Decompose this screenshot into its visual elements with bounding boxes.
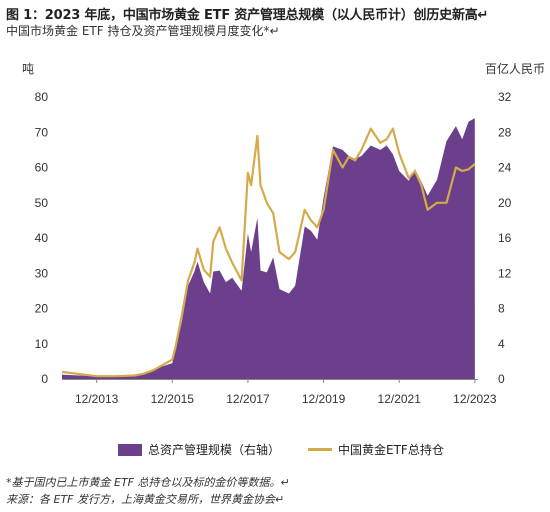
left-tick-label: 60 — [35, 161, 49, 175]
legend-label-holdings: 中国黄金ETF总持仓 — [338, 443, 444, 457]
x-tick-label: 12/2023 — [453, 392, 497, 406]
x-tick-label: 12/2019 — [302, 392, 346, 406]
right-tick-label: 12 — [498, 266, 512, 280]
legend-item-holdings: 中国黄金ETF总持仓 — [308, 441, 444, 458]
right-tick-label: 28 — [498, 125, 512, 139]
right-tick-label: 32 — [498, 90, 512, 104]
left-tick-label: 20 — [35, 302, 49, 316]
chart-subtitle: 中国市场黄金 ETF 持仓及资产管理规模月度变化*↵ — [6, 24, 280, 38]
right-tick-label: 20 — [498, 196, 512, 210]
left-tick-label: 80 — [35, 90, 49, 104]
x-tick-label: 12/2015 — [151, 392, 195, 406]
left-axis-unit: 吨 — [22, 62, 34, 76]
left-tick-label: 30 — [35, 266, 49, 280]
x-tick-label: 12/2017 — [226, 392, 270, 406]
right-tick-label: 4 — [498, 337, 505, 351]
footnote-source: 来源：各 ETF 发行方，上海黄金交易所，世界黄金协会↵ — [6, 493, 285, 506]
footnote-basis: *基于国内已上市黄金 ETF 总持仓以及标的金价等数据。↵ — [6, 476, 290, 489]
holdings-line-series — [61, 127, 476, 378]
legend-label-aum: 总资产管理规模（右轴） — [148, 443, 281, 457]
legend-swatch-area — [118, 443, 142, 456]
legend-swatch-line — [308, 448, 333, 451]
right-tick-label: 0 — [498, 372, 505, 386]
right-tick-label: 16 — [498, 231, 512, 245]
left-tick-label: 50 — [35, 196, 49, 210]
left-tick-label: 10 — [35, 337, 49, 351]
chart-title: 图 1：2023 年底，中国市场黄金 ETF 资产管理总规模（以人民币计）创历史… — [6, 8, 489, 23]
x-tick-label: 12/2021 — [378, 392, 422, 406]
left-tick-label: 40 — [35, 231, 49, 245]
left-tick-label: 0 — [41, 372, 48, 386]
right-tick-label: 8 — [498, 302, 505, 316]
right-tick-label: 24 — [498, 161, 512, 175]
legend: 总资产管理规模（右轴） 中国黄金ETF总持仓 — [118, 441, 472, 458]
left-tick-label: 70 — [35, 125, 49, 139]
right-axis-unit: 百亿人民币 — [485, 61, 545, 76]
legend-item-aum: 总资产管理规模（右轴） — [118, 441, 280, 458]
aum-area-series — [62, 118, 475, 379]
x-tick-label: 12/2013 — [75, 392, 119, 406]
